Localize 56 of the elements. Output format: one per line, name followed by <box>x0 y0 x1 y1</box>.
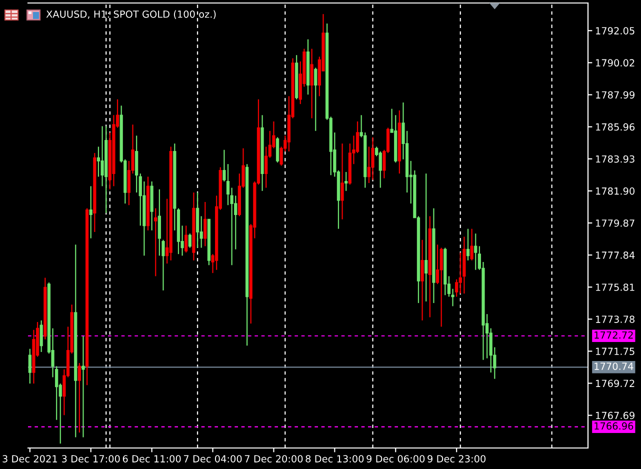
candlestick <box>371 136 374 180</box>
candlestick <box>470 228 474 261</box>
candlestick <box>436 244 440 285</box>
ref-line-label: 1770.74 <box>594 362 634 370</box>
candlestick <box>28 348 32 384</box>
candlestick <box>154 208 158 277</box>
text: XAUUSD, H1: SPOT GOLD (100 oz.) <box>46 10 216 19</box>
candlestick <box>40 320 43 353</box>
candlestick <box>230 187 234 266</box>
x-tick-label: 9 Dec 23:00 <box>428 455 486 462</box>
candlestick <box>424 172 428 302</box>
y-tick-label: 1775.81 <box>596 284 634 291</box>
candlestick <box>158 188 161 256</box>
candlestick <box>310 48 314 119</box>
ref-line-label: 1772.72 <box>594 331 633 339</box>
y-tick-label: 1779.87 <box>596 219 634 227</box>
candlestick <box>184 225 188 254</box>
x-tick-label: 6 Dec 11:00 <box>122 455 181 462</box>
candlestick <box>100 126 104 187</box>
y-tick-label: 1785.96 <box>596 123 635 131</box>
candlestick <box>276 136 280 164</box>
candlestick <box>89 186 92 239</box>
candlestick <box>188 233 192 248</box>
candlestick <box>78 362 81 434</box>
candlestick <box>344 171 348 192</box>
y-tick-label: 1773.78 <box>596 316 634 323</box>
candlestick <box>226 164 230 206</box>
candlestick <box>204 201 207 247</box>
candlestick <box>474 233 478 270</box>
y-tick-label: 1783.93 <box>596 155 634 163</box>
x-tick-label: 7 Dec 20:00 <box>244 455 303 462</box>
x-tick-label: 7 Dec 04:00 <box>184 455 242 462</box>
y-tick-label: 1767.69 <box>596 412 634 420</box>
candlestick <box>314 67 318 132</box>
candlestick <box>440 247 443 328</box>
candlestick <box>340 142 344 220</box>
candlestick <box>264 146 268 188</box>
y-tick-label: 1771.75 <box>596 348 634 356</box>
y-tick-label: 1777.84 <box>596 252 635 259</box>
y-tick-label: 1792.05 <box>596 27 634 34</box>
candlestick <box>135 135 138 194</box>
candlestick <box>378 150 382 188</box>
x-tick-label: 3 Dec 17:00 <box>62 455 120 462</box>
y-tick-label: 1790.02 <box>596 59 634 67</box>
candlestick <box>196 192 200 248</box>
y-tick-label: 1787.99 <box>596 91 634 99</box>
x-tick-label: 8 Dec 13:00 <box>306 455 364 462</box>
x-tick-label: 9 Dec 06:00 <box>366 455 425 462</box>
y-tick-label: 1769.72 <box>596 380 634 388</box>
candlestick <box>466 228 470 261</box>
x-tick-label: 3 Dec 2021 <box>2 455 57 462</box>
candlestick <box>82 336 85 438</box>
candlestick <box>420 239 424 321</box>
candlestick <box>455 278 458 298</box>
ref-line-label: 1766.96 <box>594 422 634 430</box>
y-tick-label: 1781.90 <box>596 187 635 195</box>
